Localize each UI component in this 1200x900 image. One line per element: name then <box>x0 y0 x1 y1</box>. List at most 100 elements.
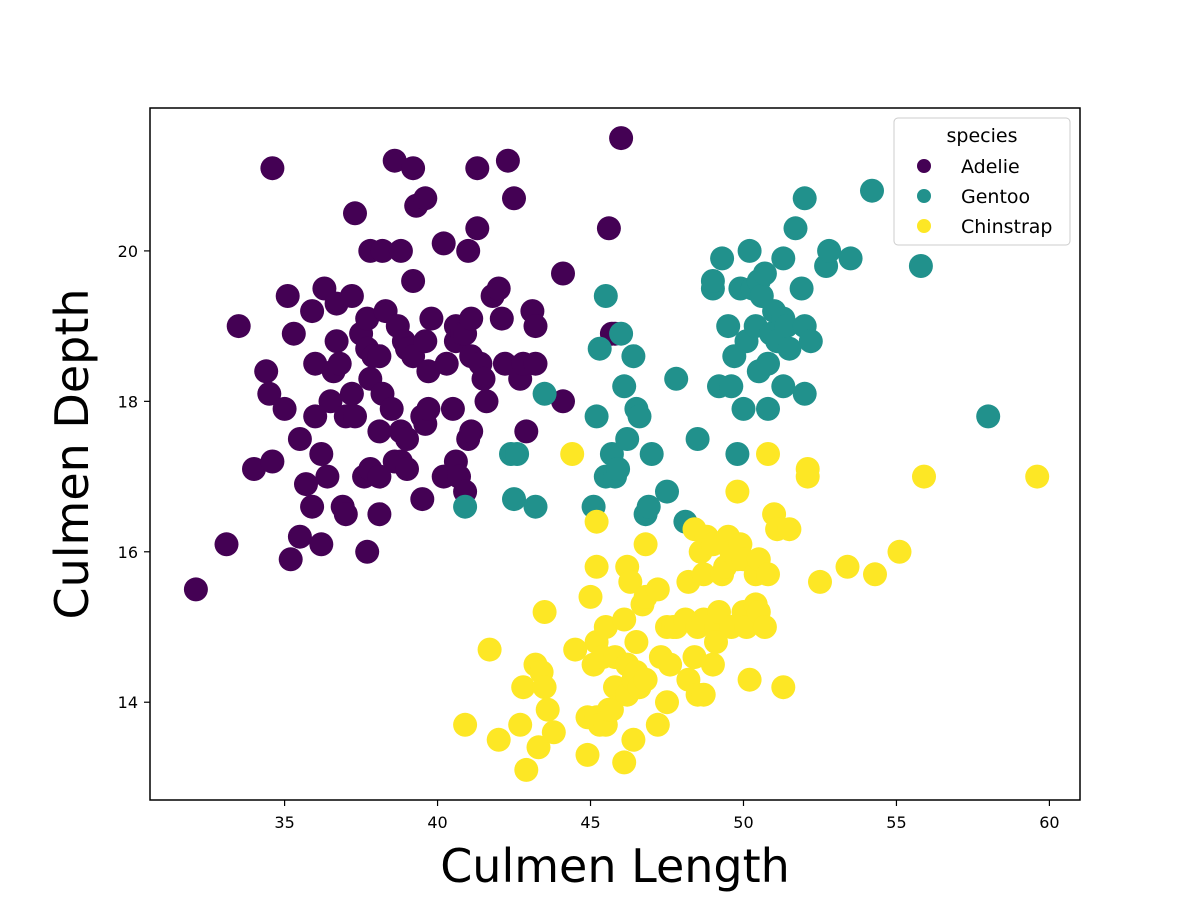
point-adelie-108 <box>551 261 575 286</box>
legend-label-gentoo: Gentoo <box>961 186 1030 208</box>
point-gentoo-0 <box>453 494 478 519</box>
point-chinstrap-43 <box>633 667 658 692</box>
point-adelie-14 <box>294 472 318 497</box>
point-adelie-92 <box>465 156 490 181</box>
point-adelie-9 <box>275 284 300 308</box>
point-adelie-13 <box>287 427 312 451</box>
point-chinstrap-5 <box>514 757 539 782</box>
point-adelie-95 <box>474 389 499 414</box>
point-chinstrap-62 <box>691 682 716 707</box>
point-adelie-59 <box>395 457 419 481</box>
point-adelie-45 <box>367 344 392 369</box>
point-adelie-77 <box>434 351 459 376</box>
point-adelie-70 <box>413 186 438 211</box>
legend-marker-adelie <box>917 159 931 173</box>
point-adelie-38 <box>355 306 380 331</box>
point-chinstrap-28 <box>599 697 624 722</box>
point-chinstrap-97 <box>835 554 860 579</box>
point-gentoo-44 <box>752 261 777 286</box>
point-chinstrap-47 <box>645 577 670 602</box>
point-adelie-32 <box>339 284 364 308</box>
point-adelie-67 <box>410 487 435 512</box>
point-chinstrap-66 <box>700 652 725 677</box>
point-chinstrap-64 <box>691 562 716 587</box>
legend-title: species <box>947 125 1018 147</box>
point-adelie-60 <box>395 427 419 451</box>
point-gentoo-66 <box>976 404 1001 429</box>
point-gentoo-46 <box>756 351 780 376</box>
point-gentoo-65 <box>908 254 933 278</box>
x-tick-label-55: 55 <box>886 813 906 832</box>
point-adelie-15 <box>300 494 325 519</box>
point-gentoo-26 <box>685 427 710 451</box>
point-chinstrap-37 <box>621 727 646 752</box>
point-chinstrap-40 <box>624 630 649 654</box>
point-adelie-3 <box>242 457 266 481</box>
point-gentoo-5 <box>532 381 557 406</box>
point-chinstrap-11 <box>535 697 560 722</box>
point-gentoo-28 <box>700 269 725 293</box>
legend-label-adelie: Adelie <box>961 156 1020 178</box>
point-gentoo-60 <box>798 329 823 354</box>
point-gentoo-2 <box>502 487 526 512</box>
point-adelie-46 <box>367 502 392 527</box>
points-layer <box>183 126 1050 782</box>
y-axis-label: Culmen Depth <box>45 288 99 619</box>
y-tick-label-16: 16 <box>118 543 138 562</box>
point-adelie-78 <box>440 396 465 421</box>
point-adelie-72 <box>416 396 441 421</box>
point-chinstrap-22 <box>584 554 609 579</box>
point-adelie-31 <box>339 381 364 406</box>
point-adelie-6 <box>260 156 285 181</box>
point-adelie-17 <box>303 404 328 429</box>
point-gentoo-31 <box>716 314 741 339</box>
point-adelie-107 <box>523 351 548 376</box>
point-chinstrap-4 <box>511 675 536 700</box>
point-chinstrap-69 <box>704 630 728 654</box>
y-tick-label-20: 20 <box>118 242 138 261</box>
legend-label-chinstrap: Chinstrap <box>961 216 1053 238</box>
point-chinstrap-51 <box>658 652 683 677</box>
point-adelie-94 <box>471 366 496 391</box>
point-chinstrap-92 <box>771 675 796 700</box>
plot-frame <box>149 107 1081 801</box>
point-chinstrap-9 <box>532 675 557 700</box>
point-chinstrap-95 <box>795 457 820 481</box>
y-tick-label-18: 18 <box>118 392 138 411</box>
point-gentoo-22 <box>639 442 664 466</box>
point-adelie-111 <box>609 126 634 151</box>
point-adelie-97 <box>486 276 511 301</box>
point-adelie-20 <box>309 532 334 557</box>
point-chinstrap-3 <box>508 712 533 737</box>
point-chinstrap-89 <box>756 562 780 587</box>
point-adelie-44 <box>367 464 392 489</box>
point-adelie-23 <box>318 389 343 414</box>
point-chinstrap-31 <box>612 750 637 775</box>
point-gentoo-63 <box>838 246 863 271</box>
point-chinstrap-98 <box>863 562 887 587</box>
point-adelie-88 <box>459 419 484 444</box>
point-adelie-90 <box>459 306 484 331</box>
point-chinstrap-21 <box>584 509 609 534</box>
point-adelie-10 <box>281 321 306 346</box>
point-gentoo-51 <box>771 246 796 271</box>
x-tick-label-35: 35 <box>274 813 294 832</box>
point-chinstrap-17 <box>578 584 603 609</box>
point-adelie-101 <box>502 186 526 211</box>
point-gentoo-32 <box>719 374 744 399</box>
point-adelie-104 <box>514 419 539 444</box>
point-adelie-25 <box>324 329 349 354</box>
point-adelie-99 <box>492 351 517 376</box>
point-adelie-11 <box>278 547 303 572</box>
x-tick-label-45: 45 <box>580 813 600 832</box>
point-adelie-110 <box>596 216 621 241</box>
point-adelie-1 <box>214 532 239 557</box>
point-chinstrap-76 <box>725 479 750 504</box>
point-adelie-12 <box>287 524 312 549</box>
point-chinstrap-96 <box>808 569 832 594</box>
point-adelie-109 <box>551 389 575 414</box>
point-adelie-22 <box>315 464 340 489</box>
point-adelie-71 <box>413 329 438 354</box>
point-adelie-63 <box>401 269 426 293</box>
point-chinstrap-1 <box>477 637 502 662</box>
